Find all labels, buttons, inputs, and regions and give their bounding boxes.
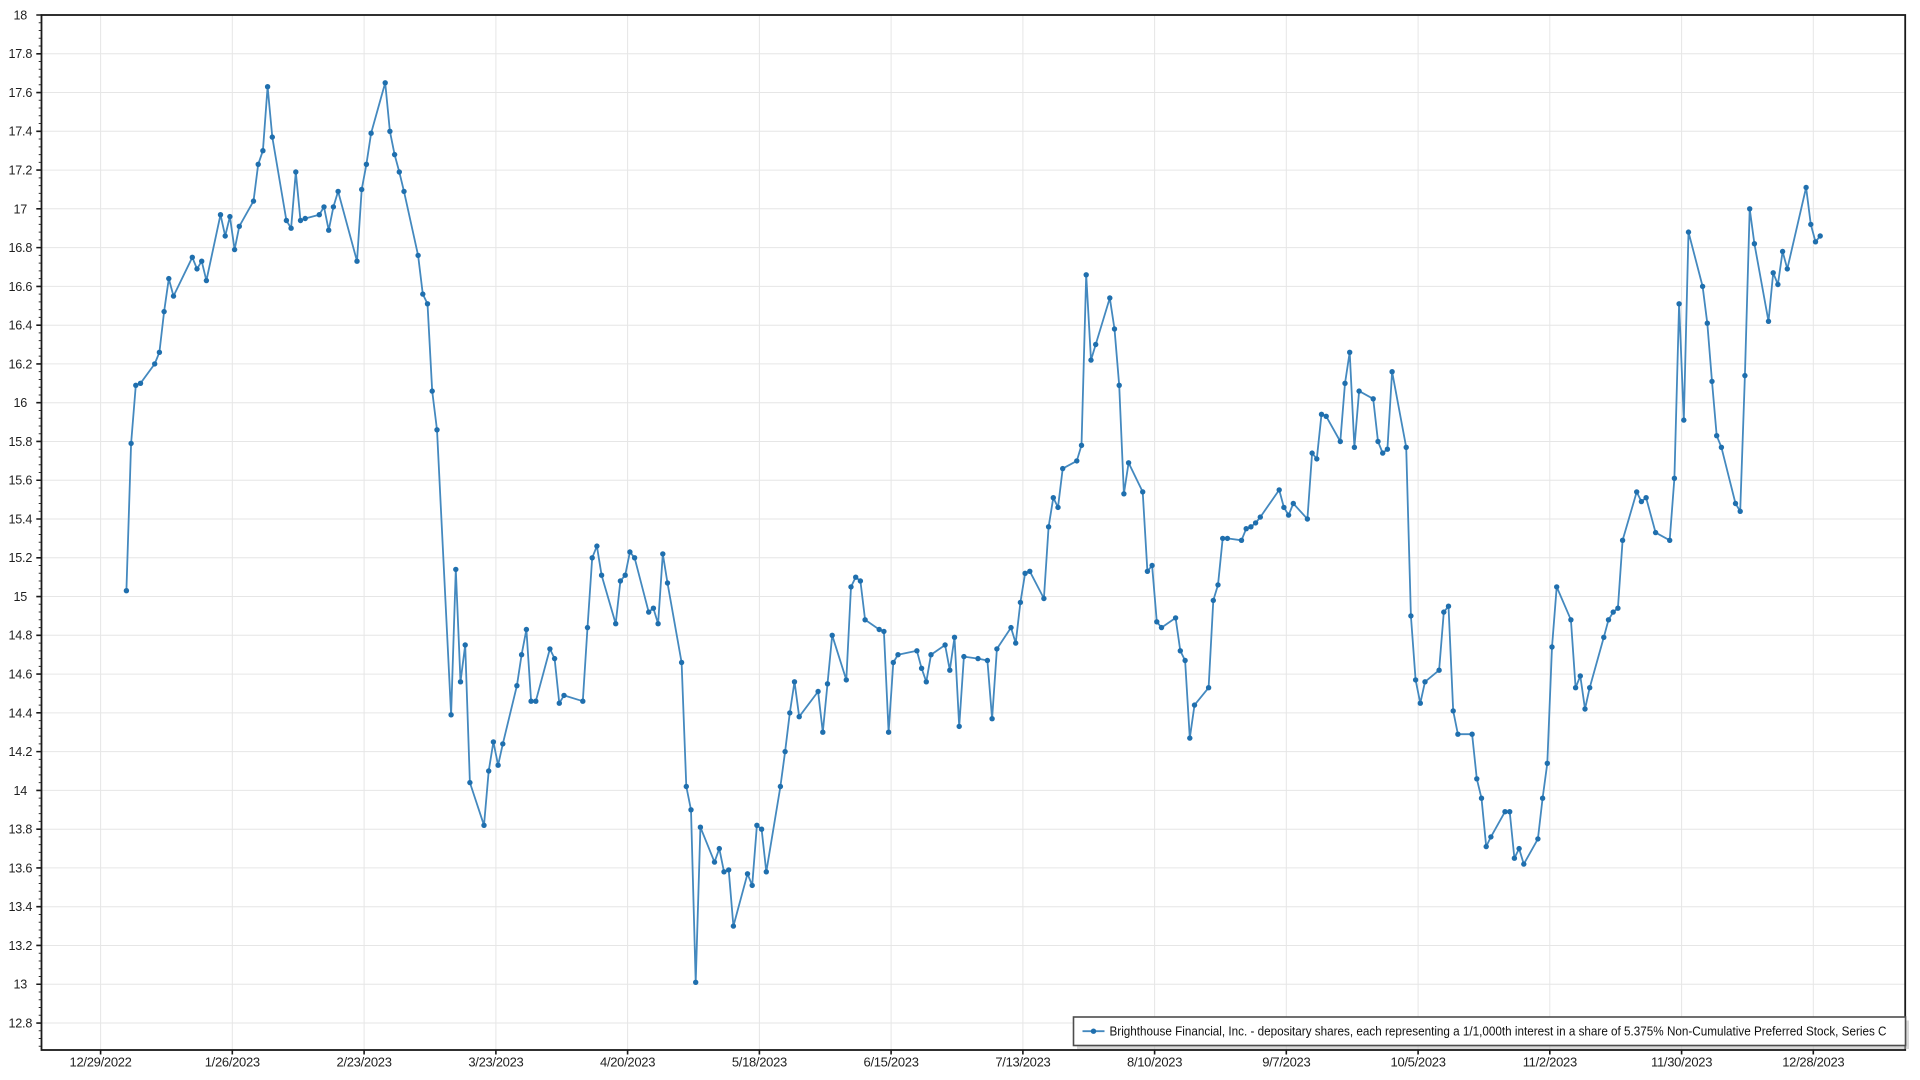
svg-text:10/5/2023: 10/5/2023: [1391, 1055, 1446, 1070]
svg-text:7/13/2023: 7/13/2023: [995, 1055, 1050, 1070]
svg-text:12/28/2023: 12/28/2023: [1782, 1055, 1844, 1070]
svg-text:17.4: 17.4: [8, 125, 32, 139]
svg-text:16.8: 16.8: [8, 241, 32, 255]
svg-text:15.4: 15.4: [8, 512, 32, 526]
svg-text:Brighthouse Financial, Inc. -: Brighthouse Financial, Inc. - depositary…: [1110, 1025, 1887, 1039]
svg-text:16.2: 16.2: [8, 357, 32, 371]
svg-text:4/20/2023: 4/20/2023: [600, 1055, 655, 1070]
svg-text:5/18/2023: 5/18/2023: [732, 1055, 787, 1070]
svg-text:14.8: 14.8: [8, 629, 32, 643]
svg-text:13.6: 13.6: [8, 861, 32, 875]
svg-text:15.6: 15.6: [8, 474, 32, 488]
svg-text:15.8: 15.8: [8, 435, 32, 449]
svg-text:3/23/2023: 3/23/2023: [468, 1055, 523, 1070]
svg-text:9/7/2023: 9/7/2023: [1262, 1055, 1310, 1070]
svg-text:15.2: 15.2: [8, 551, 32, 565]
svg-text:15: 15: [13, 590, 27, 604]
svg-text:13.4: 13.4: [8, 900, 32, 914]
svg-text:13: 13: [13, 978, 27, 992]
svg-text:8/10/2023: 8/10/2023: [1127, 1055, 1182, 1070]
svg-text:13.8: 13.8: [8, 823, 32, 837]
svg-text:16.4: 16.4: [8, 319, 32, 333]
svg-text:16: 16: [13, 396, 27, 410]
svg-text:13.2: 13.2: [8, 939, 32, 953]
svg-text:14.2: 14.2: [8, 745, 32, 759]
svg-text:14: 14: [13, 784, 27, 798]
svg-text:14.6: 14.6: [8, 667, 32, 681]
svg-text:2/23/2023: 2/23/2023: [337, 1055, 392, 1070]
svg-text:1/26/2023: 1/26/2023: [205, 1055, 260, 1070]
svg-text:16.6: 16.6: [8, 280, 32, 294]
svg-text:6/15/2023: 6/15/2023: [864, 1055, 919, 1070]
svg-text:17.2: 17.2: [8, 163, 32, 177]
svg-text:14.4: 14.4: [8, 706, 32, 720]
svg-text:17.6: 17.6: [8, 86, 32, 100]
svg-text:17: 17: [13, 202, 27, 216]
svg-text:11/2/2023: 11/2/2023: [1523, 1055, 1577, 1070]
svg-text:12/29/2022: 12/29/2022: [70, 1055, 132, 1070]
svg-text:18: 18: [13, 8, 27, 22]
svg-text:17.8: 17.8: [8, 47, 32, 61]
svg-text:12.8: 12.8: [8, 1016, 32, 1030]
svg-text:11/30/2023: 11/30/2023: [1651, 1055, 1712, 1070]
